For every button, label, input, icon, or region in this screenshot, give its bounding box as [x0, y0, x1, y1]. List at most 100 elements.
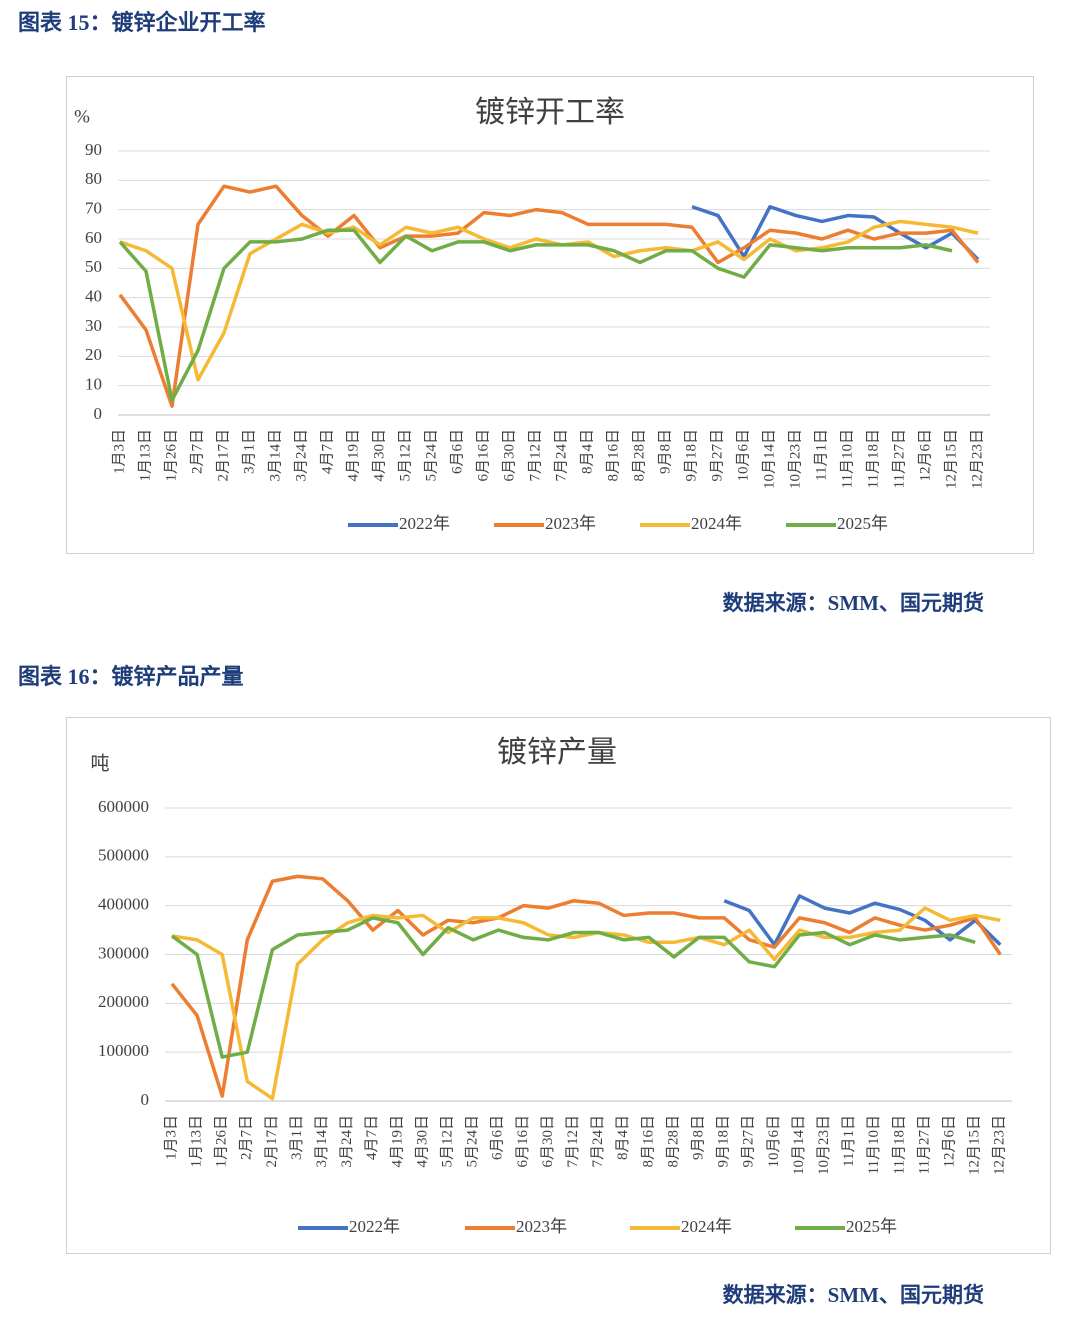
x-tick-label: 3月24日 [339, 1115, 355, 1168]
x-tick-label: 11月27日 [916, 1115, 932, 1174]
legend-label: 2023年 [516, 1217, 567, 1236]
y-tick-label: 600000 [98, 797, 149, 816]
x-tick-label: 9月18日 [683, 429, 699, 482]
x-tick-label: 8月16日 [605, 429, 621, 482]
x-tick-label: 3月1日 [241, 429, 257, 474]
legend-label: 2022年 [399, 514, 450, 533]
x-tick-label: 3月14日 [267, 429, 283, 482]
x-tick-label: 8月28日 [665, 1115, 681, 1168]
series-line [118, 184, 980, 408]
series-line [171, 906, 1001, 1101]
y-tick-label: 80 [85, 169, 102, 188]
figure-caption: 图表 16：镀锌产品产量 [18, 664, 244, 689]
x-tick-label: 3月1日 [289, 1115, 305, 1160]
x-tick-label: 2月17日 [215, 429, 231, 482]
x-tick-label: 5月24日 [465, 1115, 481, 1168]
x-tick-label: 9月18日 [716, 1115, 732, 1168]
chart-frame [66, 76, 1034, 554]
series-line [170, 916, 976, 1059]
x-tick-label: 12月6日 [917, 429, 933, 482]
x-tick-label: 4月30日 [414, 1115, 430, 1168]
source-note: 数据来源：SMM、国元期货 [723, 1283, 984, 1307]
legend-label: 2024年 [681, 1217, 732, 1236]
x-tick-label: 8月4日 [579, 429, 595, 474]
x-tick-label: 10月6日 [735, 429, 751, 482]
legend-label: 2025年 [837, 514, 888, 533]
x-tick-label: 6月30日 [501, 429, 517, 482]
legend-label: 2025年 [846, 1217, 897, 1236]
x-tick-label: 7月12日 [527, 429, 543, 482]
x-tick-label: 4月7日 [319, 429, 335, 474]
chart-title: 镀锌开工率 [475, 96, 625, 129]
source-note: 数据来源：SMM、国元期货 [723, 591, 984, 615]
x-tick-label: 7月24日 [553, 429, 569, 482]
x-tick-label: 5月12日 [440, 1115, 456, 1168]
y-tick-label: 400000 [98, 895, 149, 914]
x-tick-label: 5月12日 [397, 429, 413, 482]
x-tick-label: 3月14日 [314, 1115, 330, 1168]
x-tick-label: 9月27日 [709, 429, 725, 482]
x-tick-label: 5月24日 [423, 429, 439, 482]
y-tick-label: 200000 [98, 992, 149, 1011]
x-tick-label: 8月4日 [615, 1115, 631, 1160]
x-tick-label: 1月13日 [189, 1115, 205, 1168]
y-tick-label: 0 [141, 1090, 150, 1109]
x-tick-label: 9月8日 [691, 1115, 707, 1160]
legend-label: 2024年 [691, 514, 742, 533]
x-tick-label: 10月23日 [787, 429, 803, 489]
x-tick-label: 11月1日 [841, 1115, 857, 1167]
x-tick-label: 2月7日 [189, 429, 205, 474]
y-tick-label: 50 [85, 257, 102, 276]
x-tick-label: 9月8日 [657, 429, 673, 474]
x-tick-label: 7月24日 [590, 1115, 606, 1168]
figure-caption: 图表 15：镀锌企业开工率 [18, 10, 266, 35]
x-tick-label: 1月3日 [111, 429, 127, 474]
x-tick-label: 2月17日 [264, 1115, 280, 1168]
x-tick-label: 11月10日 [839, 429, 855, 488]
x-tick-label: 1月13日 [137, 429, 153, 482]
y-tick-label: 60 [85, 228, 102, 247]
x-tick-label: 8月28日 [631, 429, 647, 482]
y-tick-label: 100000 [98, 1041, 149, 1060]
y-tick-label: 40 [85, 287, 102, 306]
y-axis-unit: % [74, 106, 90, 127]
y-tick-label: 0 [94, 404, 103, 423]
x-tick-label: 10月14日 [791, 1115, 807, 1175]
x-tick-label: 4月19日 [389, 1115, 405, 1168]
x-tick-label: 12月15日 [943, 429, 959, 489]
y-tick-label: 10 [85, 375, 102, 394]
x-tick-label: 11月18日 [865, 429, 881, 488]
x-tick-label: 6月6日 [449, 429, 465, 474]
x-tick-label: 9月27日 [741, 1115, 757, 1168]
legend-label: 2022年 [349, 1217, 400, 1236]
x-tick-label: 4月30日 [371, 429, 387, 482]
x-tick-label: 10月6日 [766, 1115, 782, 1168]
x-tick-label: 2月7日 [239, 1115, 255, 1160]
x-tick-label: 11月18日 [891, 1115, 907, 1174]
x-tick-label: 4月7日 [364, 1115, 380, 1160]
chart-title: 镀锌产量 [497, 736, 617, 769]
series-line [118, 228, 953, 403]
y-tick-label: 500000 [98, 846, 149, 865]
y-tick-label: 90 [85, 140, 102, 159]
x-tick-label: 10月23日 [816, 1115, 832, 1175]
x-tick-label: 11月1日 [813, 429, 829, 481]
x-tick-label: 3月24日 [293, 429, 309, 482]
x-tick-label: 1月26日 [214, 1115, 230, 1168]
y-tick-label: 70 [85, 199, 102, 218]
x-tick-label: 6月6日 [490, 1115, 506, 1160]
y-tick-label: 30 [85, 316, 102, 335]
y-tick-label: 20 [85, 345, 102, 364]
x-tick-label: 10月14日 [761, 429, 777, 489]
x-tick-label: 6月16日 [515, 1115, 531, 1168]
x-tick-label: 7月12日 [565, 1115, 581, 1168]
legend-label: 2023年 [545, 514, 596, 533]
x-tick-label: 12月23日 [969, 429, 985, 489]
x-tick-label: 4月19日 [345, 429, 361, 482]
chart-frame [66, 717, 1051, 1254]
x-tick-label: 1月3日 [163, 1115, 179, 1160]
x-tick-label: 12月23日 [992, 1115, 1008, 1175]
x-tick-label: 8月16日 [640, 1115, 656, 1168]
x-tick-label: 6月30日 [540, 1115, 556, 1168]
